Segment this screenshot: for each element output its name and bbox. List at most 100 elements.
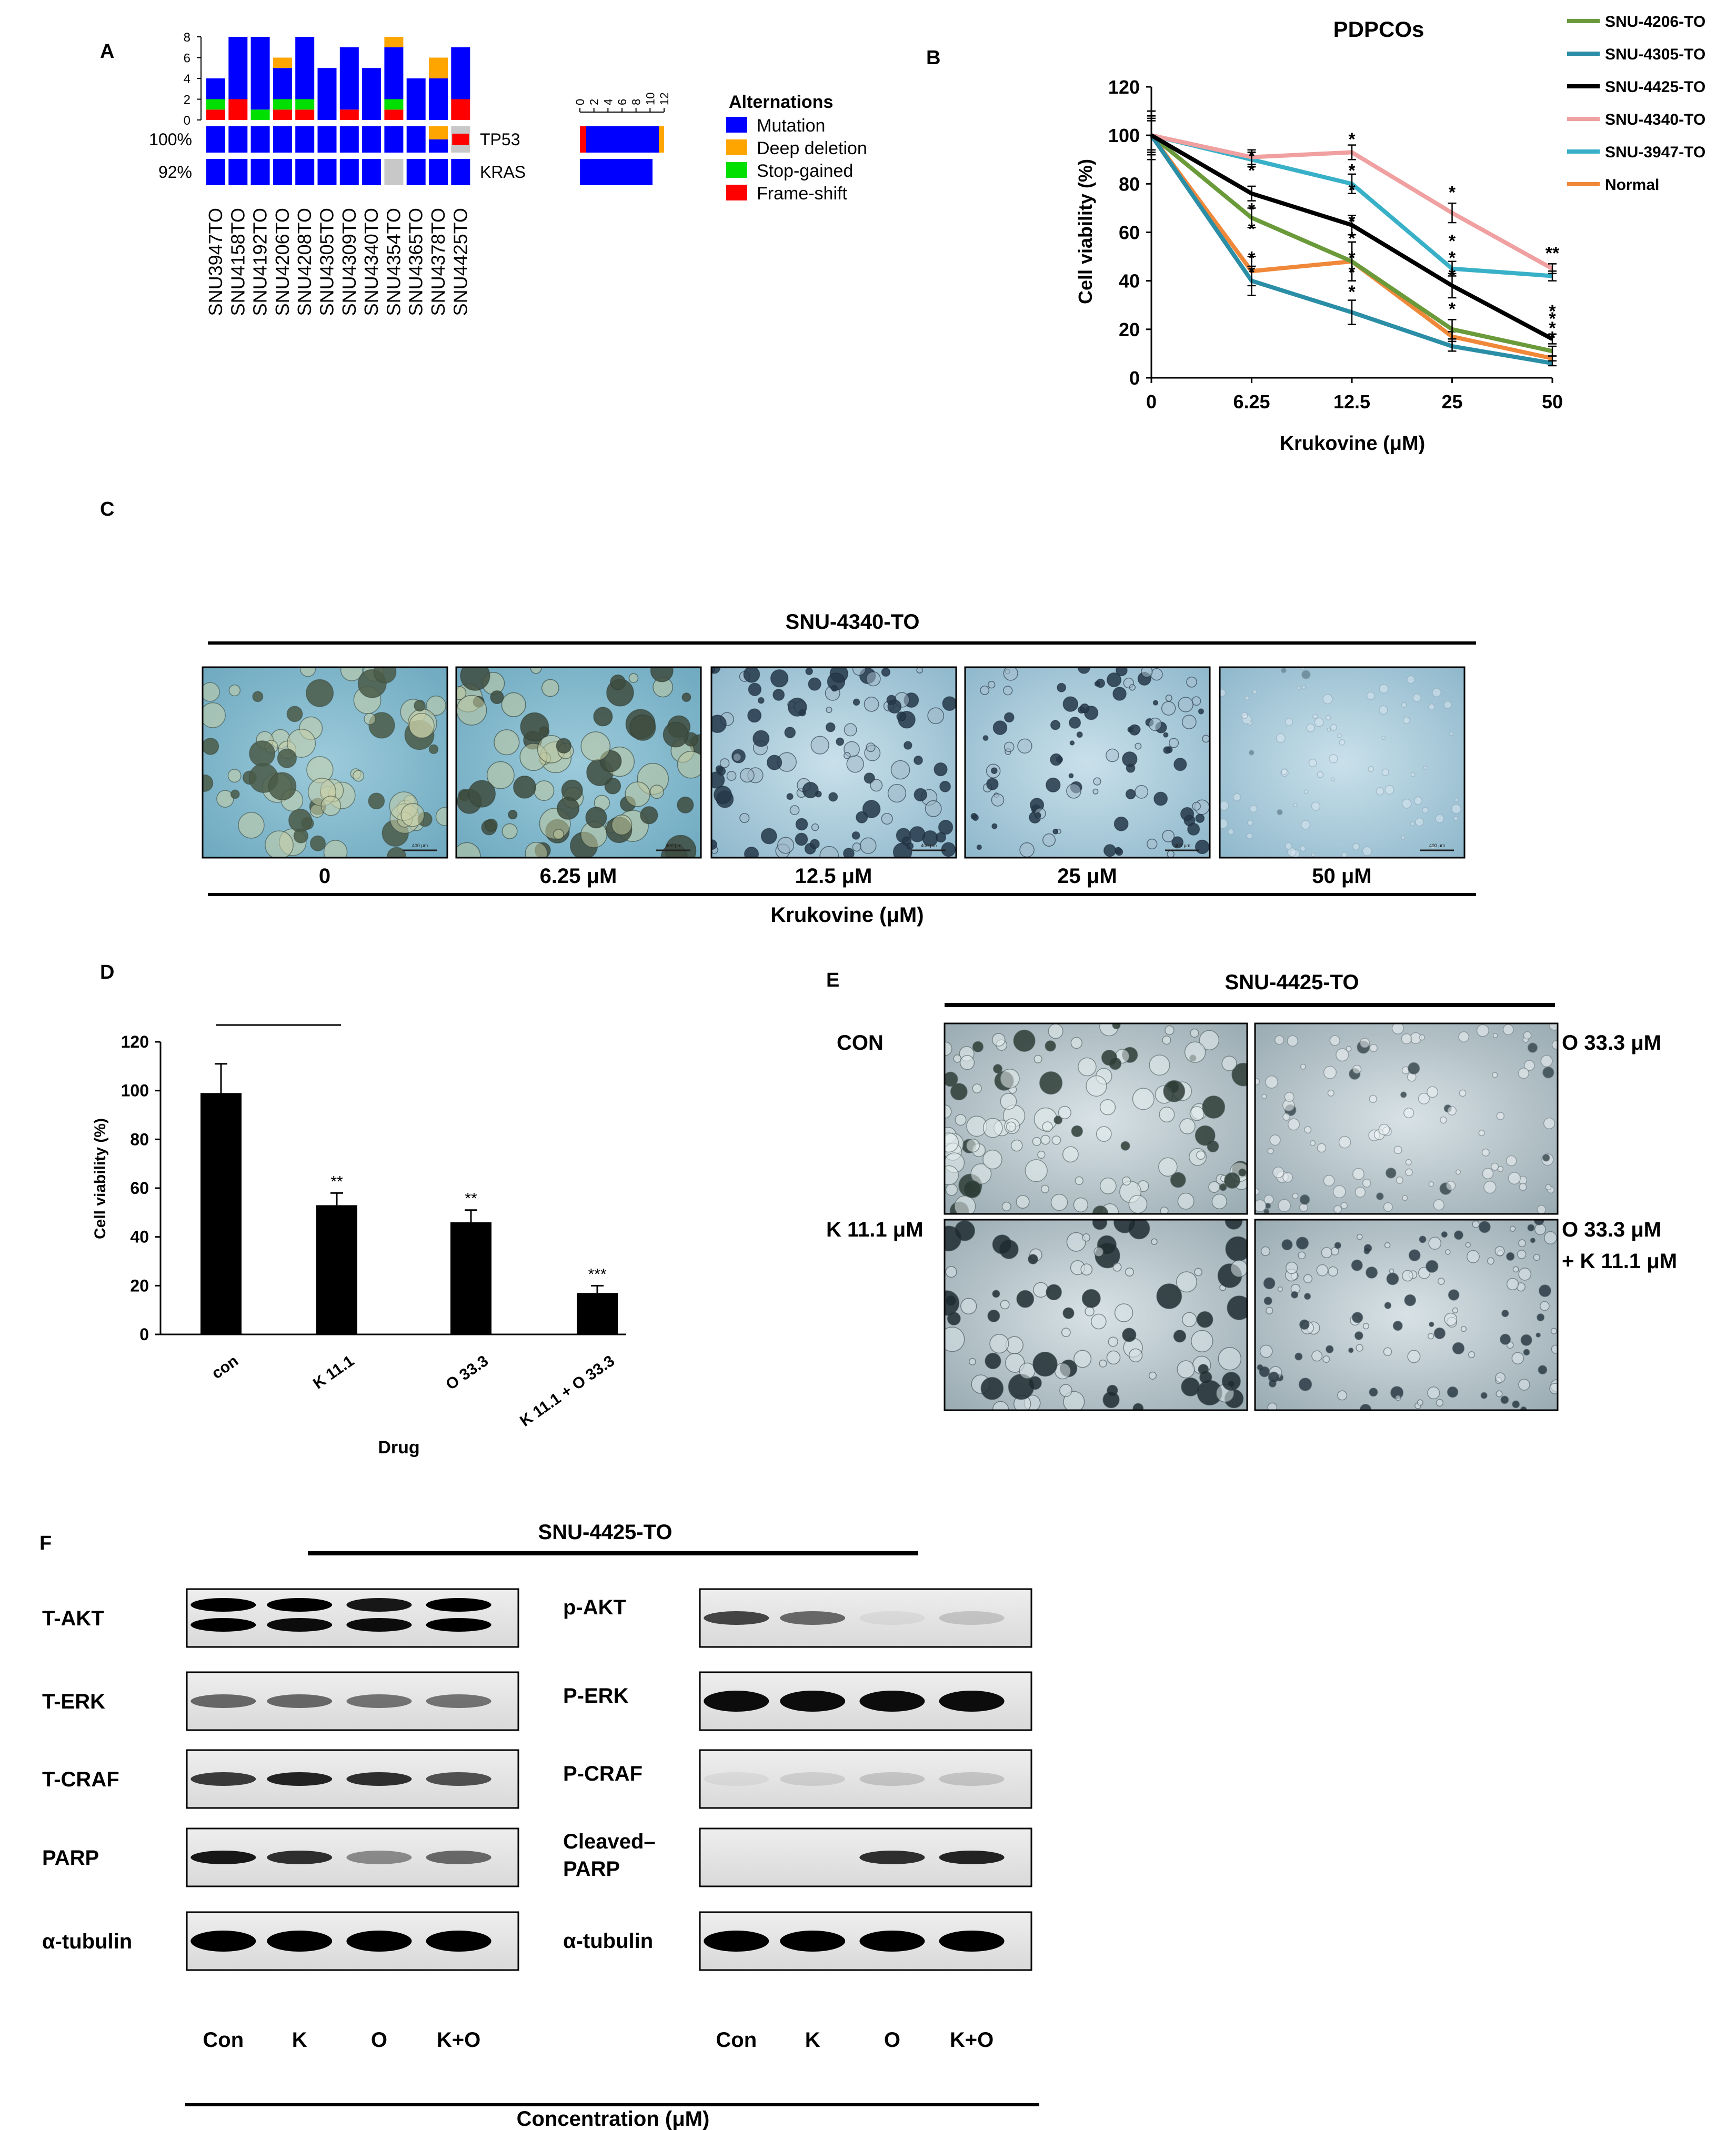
organoid: [1247, 819, 1253, 826]
blot-band: [859, 1611, 925, 1625]
organoid: [945, 1183, 958, 1196]
organoid: [1161, 701, 1176, 716]
organoid: [1341, 852, 1348, 858]
organoid: [1004, 741, 1015, 752]
organoid: [1366, 1266, 1378, 1279]
panel-a-onco-cell: [206, 159, 225, 185]
organoid: [1415, 817, 1424, 827]
organoid: [1116, 667, 1128, 677]
organoid: [1323, 1174, 1335, 1187]
organoid: [1052, 828, 1059, 835]
organoid: [916, 667, 923, 674]
organoid: [1407, 1350, 1421, 1363]
organoid: [387, 847, 407, 858]
blot-band: [426, 1851, 491, 1864]
organoid: [966, 1138, 980, 1153]
organoid: [203, 702, 226, 728]
organoid: [1150, 668, 1163, 681]
blot-band: [704, 1611, 769, 1625]
organoid: [968, 1358, 976, 1365]
organoid: [1445, 1249, 1451, 1255]
panel-f-right-label: p-AKT: [563, 1596, 626, 1619]
panel-label-a: A: [100, 41, 114, 63]
organoid: [748, 682, 762, 696]
blot-frame: [699, 1749, 1032, 1809]
organoid: [1224, 1172, 1241, 1189]
scale-bar-label: 400 μm: [1175, 843, 1190, 848]
organoid: [1182, 1312, 1197, 1327]
panel-a-oncoprint: 100% TP53 92% KRAS: [149, 126, 526, 185]
organoid: [1407, 675, 1415, 684]
panel-d-xlabel: Drug: [378, 1438, 419, 1458]
organoid: [1032, 1137, 1041, 1146]
organoid: [945, 1165, 959, 1185]
organoid: [1165, 1025, 1175, 1036]
panel-a-bar-segment: [384, 109, 404, 120]
organoid: [1483, 1180, 1497, 1194]
organoid: [1539, 1301, 1550, 1311]
organoid: [1368, 766, 1374, 772]
organoid: [947, 1311, 961, 1325]
organoid: [1478, 1129, 1485, 1137]
organoid: [991, 793, 1005, 807]
panel-a-mini-tick-label: 12: [658, 93, 671, 105]
organoid: [1311, 801, 1321, 811]
panel-a-onco-cell: [273, 126, 292, 153]
organoid: [777, 837, 795, 854]
organoid: [719, 758, 730, 768]
organoid: [364, 712, 376, 725]
blot-band: [939, 1851, 1005, 1864]
organoid: [1128, 1194, 1148, 1214]
organoid: [988, 681, 996, 689]
panel-b-star: **: [1546, 243, 1560, 263]
panel-a-bar-segment: [339, 47, 359, 110]
organoid: [954, 1195, 976, 1214]
organoid: [866, 671, 881, 687]
panel-e-image: [1254, 1219, 1559, 1411]
legend-item-mutation: Mutation: [757, 116, 825, 136]
panel-b-star: *: [1449, 231, 1456, 251]
organoid: [1147, 838, 1158, 850]
organoid: [1538, 1365, 1548, 1375]
organoid: [826, 706, 832, 714]
organoid: [373, 667, 397, 684]
blot-band: [190, 1598, 256, 1612]
organoid: [203, 738, 219, 755]
panel-a-onco-cell: [273, 159, 292, 185]
panel-a-legend: Alternations Mutation Deep deletion Stop…: [726, 92, 867, 204]
organoid: [629, 714, 656, 741]
organoid: [1292, 1192, 1299, 1199]
organoid: [1277, 809, 1283, 816]
blot-band: [780, 1691, 846, 1712]
organoid: [1512, 1400, 1520, 1409]
organoid: [1465, 1242, 1471, 1248]
organoid: [1534, 1223, 1546, 1235]
organoid: [711, 715, 727, 734]
panel-f-left-label: T-AKT: [42, 1607, 104, 1630]
panel-a-mini-bar: [586, 126, 659, 153]
panel-a-onco-cell: [317, 159, 337, 185]
blot-band: [190, 1772, 256, 1786]
organoid: [1148, 717, 1162, 731]
organoid: [1033, 1282, 1049, 1298]
organoid: [541, 679, 559, 697]
organoid: [1410, 821, 1415, 826]
organoid: [1354, 1187, 1366, 1198]
panel-b-star: *: [1549, 318, 1556, 338]
organoid: [1086, 1075, 1107, 1097]
organoid: [1545, 1184, 1552, 1191]
panel-f-right-blot: [699, 1911, 1032, 1971]
organoid: [1196, 1150, 1206, 1160]
organoid: [1458, 1031, 1470, 1042]
organoid: [942, 696, 956, 711]
panel-a-ytick-label: 8: [184, 31, 190, 45]
panel-a-x-label: SNU4365TO: [405, 208, 427, 316]
organoid: [1272, 1167, 1285, 1179]
panel-b-star: *: [1348, 129, 1356, 149]
image-content: [945, 1023, 1247, 1214]
organoid: [400, 803, 425, 827]
organoid: [740, 768, 755, 783]
organoid: [1298, 1378, 1312, 1391]
panel-a-mini-tick-label: 0: [574, 99, 587, 105]
organoid: [972, 1041, 984, 1052]
